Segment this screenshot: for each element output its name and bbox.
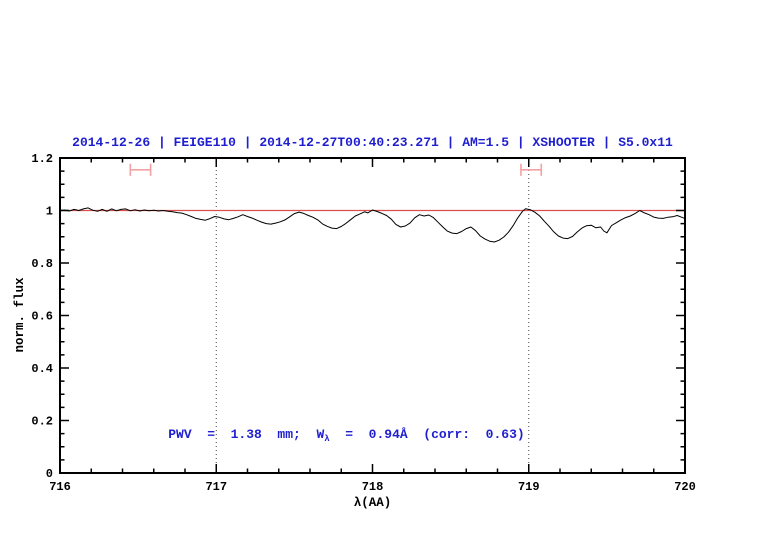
pwv-annotation: PWV = 1.38 mm; Wλ = 0.94Å (corr: 0.63) (137, 412, 525, 459)
x-tick-label: 716 (49, 480, 71, 494)
x-tick-label: 719 (518, 480, 540, 494)
x-axis-label: λ(AA) (353, 496, 392, 510)
pwv-annotation-part1: PWV = 1.38 mm; W (168, 427, 325, 442)
y-tick-label: 0.6 (31, 310, 53, 324)
pwv-annotation-part2: = 0.94Å (corr: 0.63) (329, 427, 525, 442)
y-tick-label: 1 (46, 205, 53, 219)
y-tick-label: 0 (46, 467, 53, 481)
spectrum-line (59, 207, 686, 243)
y-axis-label: norm. flux (13, 277, 27, 353)
x-tick-label: 720 (674, 480, 696, 494)
y-tick-label: 0.8 (31, 257, 53, 271)
x-tick-label: 718 (362, 480, 384, 494)
y-tick-label: 1.2 (31, 152, 53, 166)
x-tick-label: 717 (205, 480, 227, 494)
lambda-subscript: λ (324, 434, 330, 444)
plot-title: 2014-12-26 | FEIGE110 | 2014-12-27T00:40… (72, 135, 673, 150)
y-tick-label: 0.4 (31, 362, 53, 376)
y-tick-label: 0.2 (31, 415, 53, 429)
